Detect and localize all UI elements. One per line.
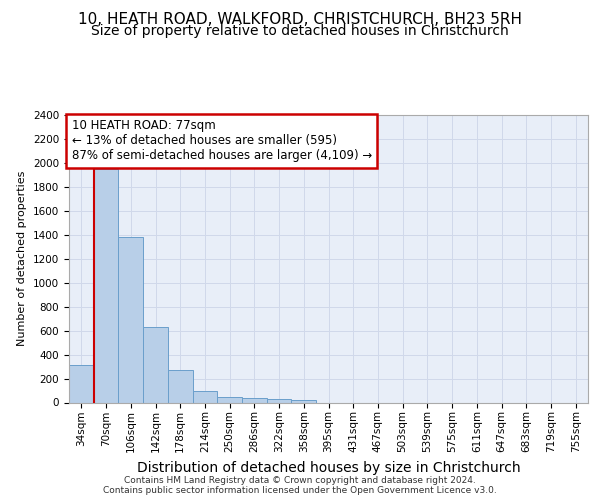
Text: Contains public sector information licensed under the Open Government Licence v3: Contains public sector information licen… — [103, 486, 497, 495]
Text: Contains HM Land Registry data © Crown copyright and database right 2024.: Contains HM Land Registry data © Crown c… — [124, 476, 476, 485]
Text: 10 HEATH ROAD: 77sqm
← 13% of detached houses are smaller (595)
87% of semi-deta: 10 HEATH ROAD: 77sqm ← 13% of detached h… — [71, 120, 372, 162]
Bar — [94, 169, 118, 402]
X-axis label: Distribution of detached houses by size in Christchurch: Distribution of detached houses by size … — [137, 460, 520, 474]
Bar — [118, 237, 143, 402]
Bar — [69, 366, 94, 403]
Text: Size of property relative to detached houses in Christchurch: Size of property relative to detached ho… — [91, 24, 509, 38]
Bar — [168, 370, 193, 402]
Bar — [242, 398, 267, 402]
Text: 10, HEATH ROAD, WALKFORD, CHRISTCHURCH, BH23 5RH: 10, HEATH ROAD, WALKFORD, CHRISTCHURCH, … — [78, 12, 522, 28]
Bar — [143, 327, 168, 402]
Y-axis label: Number of detached properties: Number of detached properties — [17, 171, 28, 346]
Bar — [193, 390, 217, 402]
Bar — [267, 399, 292, 402]
Bar — [292, 400, 316, 402]
Bar — [217, 396, 242, 402]
